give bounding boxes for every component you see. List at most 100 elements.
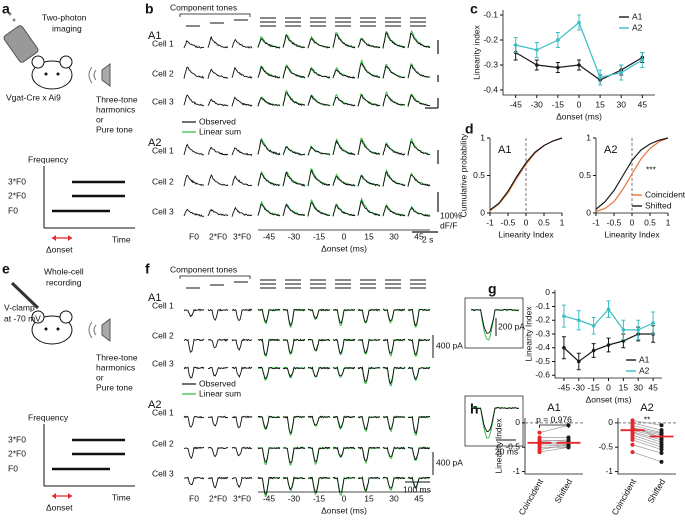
trace: [307, 366, 331, 378]
label: Pure tone: [96, 124, 133, 134]
x-tick-label: Coincident: [516, 477, 545, 517]
x-tick-label: -15: [552, 99, 565, 109]
point: [630, 437, 635, 442]
label: -15: [313, 231, 326, 241]
label: -45: [263, 493, 276, 503]
trace: [332, 366, 355, 377]
trace: [382, 476, 406, 489]
trace: [207, 338, 229, 349]
point: [630, 425, 635, 430]
legend-label: A2: [632, 22, 643, 32]
label: Whole-cell: [44, 266, 84, 276]
trace: [332, 33, 356, 49]
label: harmonics: [96, 362, 135, 372]
y-tick-label: -0.1: [535, 301, 550, 311]
trace: [407, 29, 431, 48]
trace: [407, 206, 431, 217]
pair-line: [632, 432, 662, 443]
x-tick-label: 0: [606, 382, 611, 392]
pair-line: [632, 444, 662, 454]
y-tick-label: 0.5: [579, 170, 591, 180]
trace: [257, 366, 281, 380]
point: [640, 58, 645, 62]
point: [556, 65, 560, 70]
label: 20 ms: [495, 446, 518, 456]
chart-title: A1: [498, 144, 511, 156]
panel-letter: b: [145, 1, 154, 17]
trace: [257, 200, 281, 217]
label: Cell 1: [152, 407, 174, 417]
trace: [332, 140, 356, 156]
trace: [207, 208, 229, 217]
label: -45: [263, 231, 276, 241]
label: V-clamp: [4, 302, 35, 312]
trace: [357, 199, 381, 217]
point: [537, 430, 542, 435]
trace: [382, 205, 406, 217]
label: 100 ms: [403, 484, 431, 494]
label: F0: [189, 231, 199, 241]
point: [513, 43, 518, 47]
chart: -0.1 -0.2 -0.3 -0.4 -45 -30 -15 0 15 30 45 Δonset (…: [471, 9, 655, 121]
pair-line: [539, 446, 569, 453]
trace: [207, 476, 229, 489]
trace: [407, 141, 431, 156]
label: Cell 3: [152, 206, 174, 216]
x-tick-label: -45: [510, 99, 523, 109]
legend-label: A1: [632, 11, 643, 21]
annotation: **: [644, 414, 651, 424]
panel-letter: d: [465, 121, 474, 137]
panel-letter: g: [488, 281, 497, 297]
point: [606, 343, 611, 347]
trace: [282, 366, 306, 378]
y-tick-label: -1: [605, 466, 613, 476]
trace: [382, 415, 406, 430]
trace: [257, 203, 281, 217]
x-tick-label: 45: [638, 99, 648, 109]
inset-box: [464, 297, 524, 349]
x-tick-label: 15: [595, 99, 605, 109]
trace: [257, 446, 281, 464]
x-tick-label: -0.5: [501, 217, 516, 227]
trace: [382, 31, 406, 49]
trace: [357, 62, 381, 79]
trace: [407, 32, 431, 49]
trace: [231, 206, 253, 217]
pair-line: [539, 439, 569, 442]
panel-letter: a: [2, 1, 10, 17]
label: 400 pA: [436, 340, 463, 350]
trace: [357, 476, 380, 491]
point: [576, 318, 581, 323]
arrow: [52, 235, 72, 241]
chart: 0 -0.1 -0.2 -0.3 -0.4 -0.5 -0.6 -45 -30 -15 0 15 30 4…: [523, 287, 662, 404]
point: [591, 323, 596, 328]
legend-label: A1: [639, 354, 650, 364]
label: Linear sum: [199, 388, 241, 398]
chart: 0 0.5 1 -1 -0.5 0 0.5 1 Linearity Index Cumulativ…: [458, 132, 564, 239]
point: [630, 450, 635, 455]
trace: [282, 446, 306, 464]
trace: [307, 476, 331, 494]
label: dF/F: [440, 220, 457, 230]
trace: [207, 68, 229, 79]
trace: [332, 338, 356, 355]
x-tick-label: 0: [630, 217, 635, 227]
x-tick-label: 15: [619, 382, 629, 392]
x-tick-label: -30: [573, 382, 586, 392]
trace: [231, 38, 253, 49]
x-tick-label: 0: [577, 99, 582, 109]
label: 3*F0: [233, 231, 251, 241]
trace: [407, 476, 431, 490]
point: [566, 437, 571, 442]
label: Time: [112, 492, 131, 502]
y-tick-label: -1: [512, 466, 520, 476]
label: 2*F0: [209, 231, 227, 241]
y-tick-label: -0.5: [535, 356, 550, 366]
trace: [332, 176, 356, 187]
point: [556, 38, 560, 42]
trace: [382, 366, 406, 385]
label: 400 pA: [436, 457, 463, 467]
point: [659, 459, 664, 464]
x-tick-label: -1: [592, 217, 600, 227]
y-tick-label: 0: [608, 417, 613, 427]
